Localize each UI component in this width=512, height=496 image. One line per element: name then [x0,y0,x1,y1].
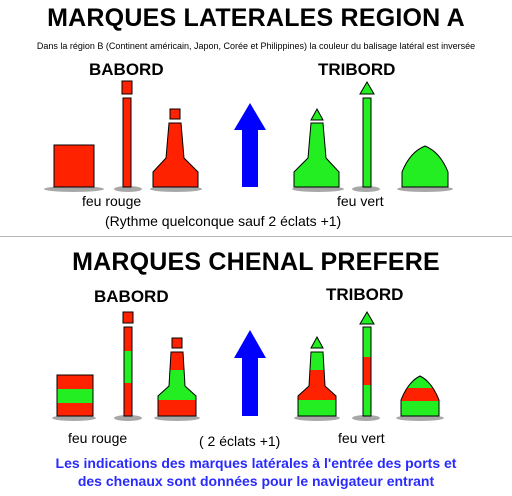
channel-starboard-light: feu vert [338,430,385,446]
port-pillar-buoy [152,108,199,188]
lateral-port-label: BABORD [89,60,164,79]
shadow [114,186,142,192]
port-spar-buoy [121,80,133,188]
shadow [294,415,340,421]
lateral-rhythm: (Rythme quelconque sauf 2 éclats +1) [105,213,342,229]
shadow [396,415,444,421]
shadow [292,186,344,192]
channel-port-pillar-buoy [157,337,197,417]
channel-direction-arrow [234,330,266,416]
starboard-spar-buoy [359,81,375,188]
lateral-starboard-light: feu vert [337,193,384,209]
shadow [352,415,380,421]
shadow [397,186,453,192]
channel-port-spar-buoy [122,311,134,417]
region-b-note: Dans la région B (Continent américain, J… [36,41,476,51]
channel-port-label: BABORD [94,287,169,306]
channel-starboard-pillar-buoy [297,335,337,417]
footer-line-1: Les indications des marques latérales à … [55,455,457,471]
shadow [44,186,104,192]
footer-note: Les indications des marques latérales à … [0,454,512,490]
section-divider [0,236,512,237]
footer-line-2: des chenaux sont données pour le navigat… [77,473,435,489]
lateral-marks-title: MARQUES LATERALES REGION A [47,4,465,32]
shadow [52,415,96,421]
preferred-channel-title: MARQUES CHENAL PREFERE [72,248,440,276]
lateral-port-light: feu rouge [82,193,142,209]
channel-starboard-spar-buoy [359,311,375,417]
direction-arrow [234,103,266,187]
shadow [150,186,202,192]
lateral-starboard-label: TRIBORD [318,60,396,79]
channel-port-can-buoy [56,374,94,417]
channel-starboard-conical-buoy [400,375,440,417]
starboard-conical-buoy [401,145,449,188]
channel-port-light: feu rouge [68,430,128,446]
channel-rhythm: ( 2 éclats +1) [199,433,281,449]
starboard-pillar-buoy [293,107,340,188]
shadow [154,415,200,421]
port-can-buoy [53,144,95,188]
shadow [352,186,380,192]
shadow [114,415,142,421]
channel-starboard-label: TRIBORD [326,285,404,304]
